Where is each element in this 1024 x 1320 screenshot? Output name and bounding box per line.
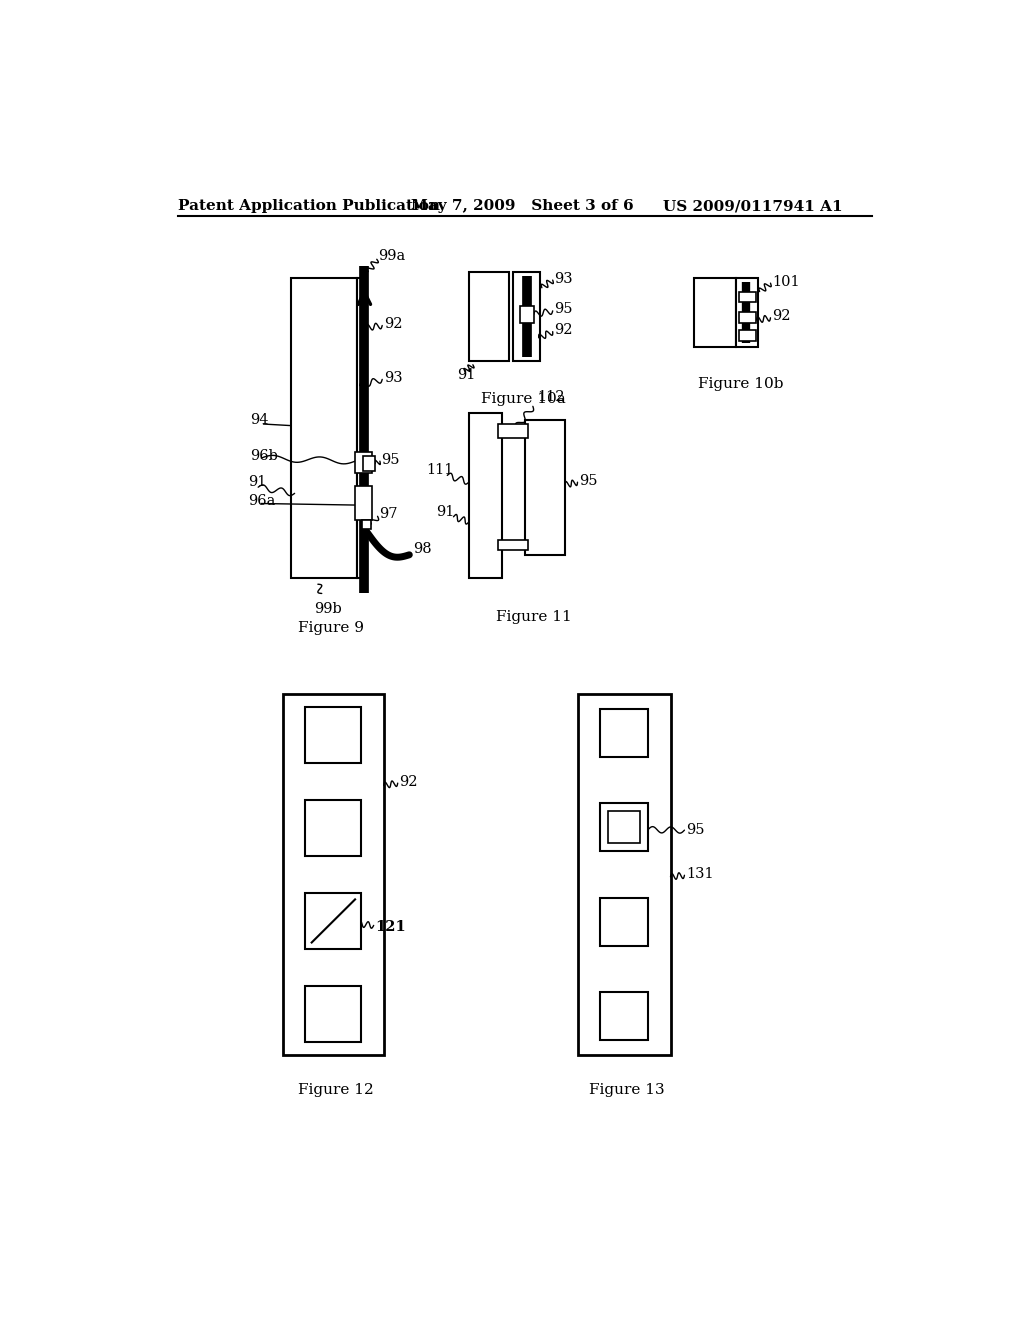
- Bar: [305, 894, 361, 949]
- Bar: [736, 277, 758, 347]
- Text: 95: 95: [554, 302, 572, 317]
- Bar: [469, 272, 509, 360]
- Text: 92: 92: [384, 317, 402, 331]
- Bar: [469, 413, 502, 578]
- Bar: [305, 986, 361, 1041]
- Bar: [607, 810, 640, 843]
- Bar: [738, 330, 756, 341]
- Text: 92: 92: [399, 775, 418, 788]
- Text: 91: 91: [248, 475, 266, 488]
- Bar: [305, 708, 361, 763]
- Bar: [355, 486, 372, 520]
- Text: 99a: 99a: [378, 249, 406, 263]
- Text: 95: 95: [579, 474, 598, 488]
- Text: 99b: 99b: [314, 602, 342, 616]
- Text: May 7, 2009   Sheet 3 of 6: May 7, 2009 Sheet 3 of 6: [411, 199, 634, 213]
- Text: 93: 93: [384, 371, 402, 385]
- Bar: [578, 693, 671, 1056]
- Text: Figure 10a: Figure 10a: [480, 392, 565, 407]
- Text: 96b: 96b: [251, 449, 279, 463]
- Text: Figure 11: Figure 11: [496, 610, 571, 623]
- Text: Patent Application Publication: Patent Application Publication: [178, 199, 440, 213]
- Text: 111: 111: [426, 463, 454, 478]
- Bar: [355, 451, 372, 474]
- Text: 96a: 96a: [248, 494, 275, 508]
- Text: 91: 91: [436, 504, 455, 519]
- Bar: [499, 540, 528, 550]
- Text: 131: 131: [686, 867, 714, 882]
- Text: 101: 101: [772, 275, 800, 289]
- Bar: [499, 424, 528, 438]
- Text: 94: 94: [251, 413, 269, 428]
- Bar: [600, 898, 648, 945]
- Bar: [520, 306, 534, 323]
- Text: 95: 95: [686, 822, 705, 837]
- Text: 121: 121: [375, 920, 406, 933]
- Bar: [693, 277, 736, 347]
- Bar: [738, 292, 756, 302]
- Bar: [600, 804, 648, 851]
- Bar: [524, 420, 565, 554]
- Text: Figure 9: Figure 9: [299, 622, 365, 635]
- Text: 92: 92: [554, 323, 572, 337]
- Bar: [283, 693, 384, 1056]
- Bar: [305, 800, 361, 855]
- Text: 97: 97: [379, 507, 397, 521]
- Text: 92: 92: [772, 309, 791, 323]
- Text: US 2009/0117941 A1: US 2009/0117941 A1: [663, 199, 843, 213]
- Text: 98: 98: [414, 541, 432, 556]
- Text: Figure 10b: Figure 10b: [697, 378, 783, 391]
- Bar: [513, 272, 541, 360]
- Text: 112: 112: [537, 391, 564, 404]
- Bar: [362, 520, 372, 529]
- Text: 95: 95: [381, 453, 400, 467]
- Text: 93: 93: [554, 272, 572, 285]
- Bar: [356, 277, 362, 578]
- Bar: [600, 709, 648, 756]
- Text: 91: 91: [458, 368, 476, 381]
- Bar: [600, 993, 648, 1040]
- Bar: [291, 277, 356, 578]
- Bar: [738, 313, 756, 323]
- Bar: [362, 455, 375, 471]
- Text: Figure 13: Figure 13: [589, 1084, 665, 1097]
- Text: Figure 12: Figure 12: [299, 1084, 374, 1097]
